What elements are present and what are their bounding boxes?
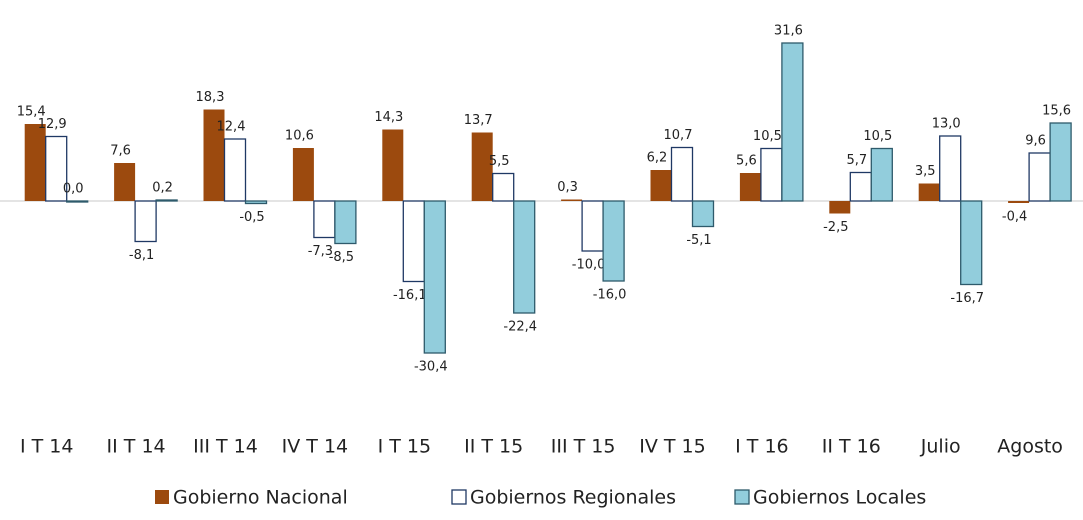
bar (244, 200, 268, 205)
value-label: 5,6 (736, 154, 757, 169)
bar (829, 201, 851, 214)
legend-swatch (734, 489, 750, 505)
bar (1028, 152, 1051, 202)
bar (24, 124, 46, 201)
bar (513, 200, 536, 314)
value-label: -0,5 (239, 210, 264, 225)
x-tick-label: IV T 15 (639, 436, 705, 458)
value-label: -30,4 (414, 360, 448, 375)
value-label: 12,4 (217, 120, 246, 135)
bar (313, 200, 336, 239)
value-label: 12,9 (38, 117, 67, 132)
bar (292, 148, 314, 201)
x-tick-label: II T 15 (464, 436, 523, 458)
value-label: 7,6 (110, 144, 131, 159)
bar (334, 200, 357, 245)
bar (781, 42, 804, 202)
value-label: 18,3 (196, 90, 225, 105)
value-label: 6,2 (647, 151, 668, 166)
value-label: 10,5 (863, 129, 892, 144)
value-label: -2,5 (823, 220, 848, 235)
bar (471, 132, 493, 201)
value-label: 0,2 (152, 181, 173, 196)
bar (1049, 122, 1072, 202)
value-label: 10,5 (753, 129, 782, 144)
value-label: -7,3 (308, 244, 333, 259)
value-label: -8,5 (329, 250, 354, 265)
bar (581, 200, 604, 252)
legend-label: Gobiernos Regionales (470, 487, 676, 509)
bar (561, 199, 583, 201)
x-tick-label: I T 14 (20, 436, 73, 458)
bar (918, 183, 940, 201)
value-label: 5,7 (846, 153, 867, 168)
x-tick-label: III T 14 (193, 436, 258, 458)
value-label: 5,5 (489, 154, 510, 169)
bar (670, 146, 694, 202)
bar (423, 200, 446, 354)
legend-label: Gobierno Nacional (173, 487, 348, 509)
x-tick-label: IV T 14 (282, 436, 348, 458)
value-label: -16,7 (950, 291, 984, 306)
bar (155, 199, 178, 202)
value-label: -0,4 (1002, 210, 1027, 225)
bar (691, 200, 715, 228)
bar (45, 135, 68, 202)
value-label: 13,0 (932, 117, 961, 132)
x-tick-label: Julio (920, 436, 961, 458)
value-label: 15,4 (17, 105, 46, 120)
legend-label: Gobiernos Locales (753, 487, 926, 509)
value-label: 10,7 (664, 128, 693, 143)
x-tick-label: I T 16 (735, 436, 788, 458)
bar (134, 200, 157, 243)
bar (739, 173, 761, 201)
value-label: 14,3 (374, 110, 403, 125)
value-label: -16,1 (393, 288, 427, 303)
bar (114, 163, 136, 201)
value-label: 0,0 (63, 182, 84, 197)
x-tick-label: III T 15 (551, 436, 616, 458)
bar (650, 170, 672, 201)
legend-swatch (451, 489, 467, 505)
value-label: -22,4 (503, 320, 537, 335)
bar (66, 200, 89, 203)
bar (382, 129, 404, 201)
value-label: 15,6 (1042, 104, 1071, 119)
x-tick-label: Agosto (997, 436, 1063, 458)
bar (602, 200, 625, 282)
value-label: 0,3 (557, 180, 578, 195)
value-label: -16,0 (593, 288, 627, 303)
value-label: 9,6 (1025, 134, 1046, 149)
bar (870, 147, 893, 202)
value-label: -10,0 (572, 258, 606, 273)
value-label: 31,6 (774, 24, 803, 39)
bar (760, 147, 783, 202)
bar (402, 200, 425, 283)
bar (960, 200, 983, 286)
bar (492, 172, 515, 202)
bar (849, 171, 872, 202)
value-label: -8,1 (129, 248, 154, 263)
x-tick-label: II T 14 (107, 436, 166, 458)
x-tick-label: II T 16 (822, 436, 881, 458)
x-tick-label: I T 15 (378, 436, 431, 458)
value-label: -5,1 (686, 233, 711, 248)
bar (939, 135, 962, 202)
bar (203, 109, 225, 201)
value-label: 3,5 (915, 164, 936, 179)
value-label: 13,7 (464, 113, 493, 128)
bar (1008, 201, 1030, 203)
value-label: 10,6 (285, 129, 314, 144)
legend-swatch (155, 490, 169, 504)
bar (223, 138, 247, 202)
